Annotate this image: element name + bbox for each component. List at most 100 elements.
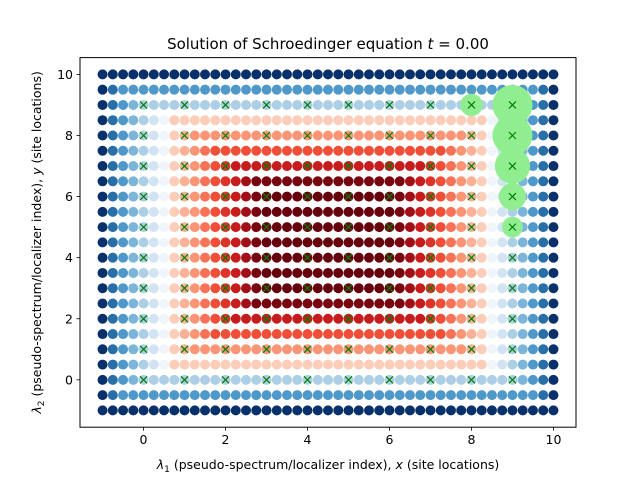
spectrum-dot: [179, 69, 190, 80]
spectrum-dot: [445, 145, 456, 156]
spectrum-dot: [527, 191, 538, 202]
spectrum-dot: [456, 176, 467, 187]
spectrum-dot: [476, 145, 487, 156]
spectrum-dot: [189, 329, 200, 340]
spectrum-dot: [220, 237, 231, 248]
spectrum-dot: [476, 130, 487, 141]
spectrum-dot: [445, 359, 456, 370]
spectrum-dot: [425, 69, 436, 80]
spectrum-dot: [271, 69, 282, 80]
spectrum-dot: [517, 344, 528, 355]
spectrum-dot: [138, 145, 149, 156]
spectrum-dot: [538, 84, 549, 95]
spectrum-dot: [486, 191, 497, 202]
spectrum-dot: [200, 359, 211, 370]
spectrum-dot: [538, 267, 549, 278]
site-marker: [262, 375, 271, 384]
spectrum-dot: [159, 267, 170, 278]
spectrum-dot: [251, 329, 262, 340]
spectrum-dot: [404, 298, 415, 309]
site-marker: [426, 223, 435, 232]
site-marker: [426, 284, 435, 293]
spectrum-dot: [138, 329, 149, 340]
spectrum-dot: [435, 329, 446, 340]
spectrum-dot: [138, 206, 149, 217]
site-marker: [467, 223, 476, 232]
spectrum-dot: [241, 237, 252, 248]
spectrum-dot: [548, 313, 559, 324]
spectrum-dot: [445, 130, 456, 141]
site-marker: [139, 162, 148, 170]
spectrum-dot: [497, 344, 508, 355]
site-marker: [180, 131, 189, 140]
spectrum-dot: [169, 359, 180, 370]
spectrum-dot: [435, 130, 446, 141]
spectrum-dot: [282, 69, 293, 80]
spectrum-dot: [282, 405, 293, 416]
spectrum-dot: [200, 176, 211, 187]
spectrum-dot: [476, 84, 487, 95]
spectrum-dot: [476, 176, 487, 187]
spectrum-dot: [148, 99, 159, 110]
spectrum-dot: [128, 99, 139, 110]
spectrum-dot: [517, 374, 528, 385]
site-marker: [385, 131, 394, 140]
spectrum-dot: [507, 69, 518, 80]
site-marker-overlay: [508, 223, 517, 232]
spectrum-dot: [230, 84, 241, 95]
site-marker-overlay: [508, 162, 517, 170]
spectrum-dot: [138, 359, 149, 370]
spectrum-dot: [251, 161, 262, 172]
spectrum-dot: [302, 237, 313, 248]
spectrum-dot: [200, 283, 211, 294]
spectrum-dot: [179, 115, 190, 126]
spectrum-dot: [363, 329, 374, 340]
spectrum-dot: [128, 237, 139, 248]
spectrum-dot: [394, 222, 405, 233]
spectrum-dot: [241, 252, 252, 263]
spectrum-dot: [220, 84, 231, 95]
spectrum-dot: [486, 252, 497, 263]
spectrum-dot: [271, 130, 282, 141]
spectrum-dot: [230, 99, 241, 110]
spectrum-dot: [97, 206, 108, 217]
spectrum-dot: [333, 161, 344, 172]
spectrum-dot: [353, 344, 364, 355]
spectrum-dot: [404, 115, 415, 126]
spectrum-dot: [271, 344, 282, 355]
spectrum-dot: [107, 298, 118, 309]
site-marker: [221, 314, 230, 323]
spectrum-dot: [425, 390, 436, 401]
spectrum-dot: [210, 115, 221, 126]
spectrum-dot: [179, 329, 190, 340]
y-tick-label: 8: [65, 128, 73, 143]
spectrum-dot: [517, 390, 528, 401]
spectrum-dot: [435, 344, 446, 355]
wavefunction-circles: [460, 84, 533, 238]
spectrum-dot: [456, 329, 467, 340]
spectrum-dot: [230, 69, 241, 80]
y-tick-label: 4: [65, 250, 73, 265]
spectrum-dot: [333, 344, 344, 355]
spectrum-dot: [548, 237, 559, 248]
spectrum-dot: [486, 329, 497, 340]
spectrum-dot: [353, 390, 364, 401]
spectrum-dot: [169, 84, 180, 95]
spectrum-dot: [312, 390, 323, 401]
spectrum-dot: [415, 69, 426, 80]
spectrum-dot: [497, 252, 508, 263]
spectrum-dot: [445, 344, 456, 355]
spectrum-dot: [282, 191, 293, 202]
spectrum-dot: [343, 115, 354, 126]
spectrum-dot: [435, 115, 446, 126]
spectrum-dot: [200, 252, 211, 263]
spectrum-dot: [282, 237, 293, 248]
spectrum-dot: [148, 252, 159, 263]
y-tick-label: 0: [65, 372, 73, 387]
spectrum-dot: [118, 84, 129, 95]
spectrum-dot: [107, 206, 118, 217]
spectrum-dot: [466, 237, 477, 248]
spectrum-dot: [282, 252, 293, 263]
spectrum-dot: [189, 267, 200, 278]
spectrum-dot: [445, 283, 456, 294]
